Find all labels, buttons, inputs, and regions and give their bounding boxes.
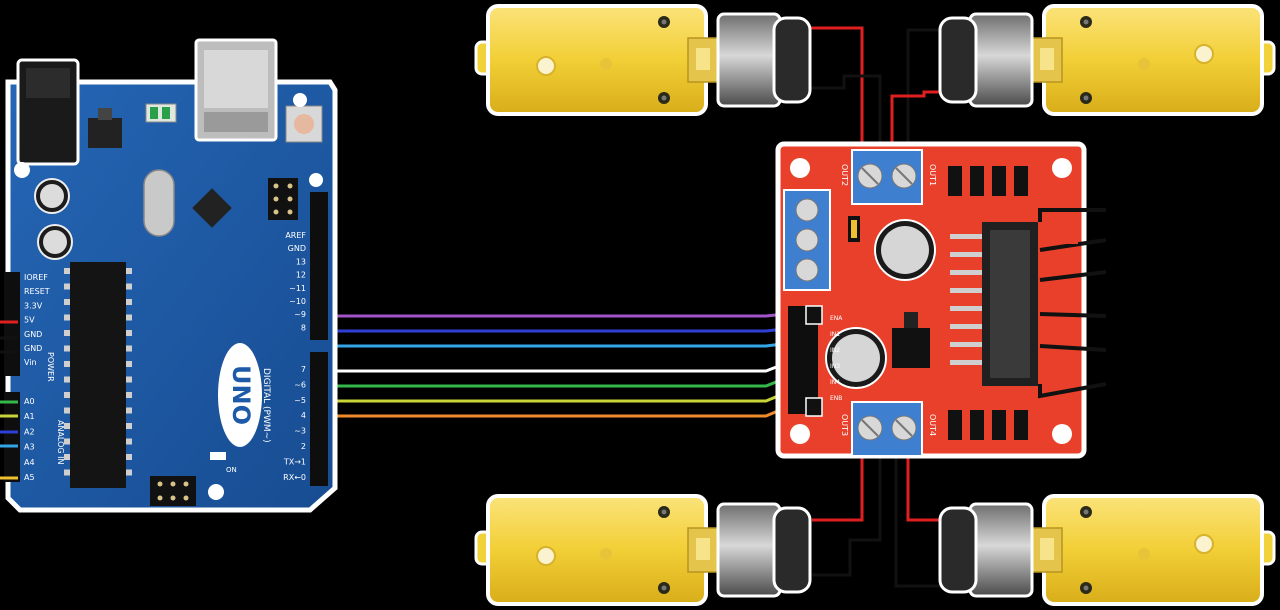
bottom-left-motor-black-wire bbox=[812, 455, 882, 577]
out1-label: OUT1 bbox=[928, 164, 937, 186]
on-label: ON bbox=[226, 466, 237, 474]
power-pin-label-6: Vin bbox=[24, 358, 37, 367]
driver-pin-label-1: IN1 bbox=[830, 331, 840, 338]
signal-wires bbox=[318, 309, 812, 418]
bottom-left-motor-red-wire bbox=[812, 455, 864, 522]
motor-top-right bbox=[938, 4, 1276, 116]
analog-pin-label-2: A2 bbox=[24, 427, 35, 436]
arduino-uno-board: UNO ON POWER ANALOG IN DIGITAL (PWM~) IO… bbox=[0, 38, 338, 513]
analog-pin-label-1: A1 bbox=[24, 412, 35, 421]
analog-header bbox=[4, 392, 20, 482]
l298n-driver-board: OUT2 OUT1 OUT3 OUT4 bbox=[775, 141, 1107, 459]
uno-logo-text: UNO bbox=[227, 365, 255, 425]
signal-wire-pin7 bbox=[318, 354, 807, 373]
digital-pin-label-bottom-3: 4 bbox=[301, 411, 306, 420]
signal-wire-pin9 bbox=[318, 325, 807, 333]
driver-pin-label-3: IN3 bbox=[830, 363, 840, 370]
atmega-chip bbox=[70, 262, 126, 488]
digital-pin-label-top-0: AREF bbox=[285, 231, 306, 240]
power-pin-label-5: GND bbox=[24, 344, 42, 353]
driver-pin-label-5: ENB bbox=[830, 395, 842, 402]
digital-header-bottom bbox=[310, 352, 328, 486]
power-pin-label-0: IOREF bbox=[24, 273, 48, 282]
analog-pin-label-5: A5 bbox=[24, 473, 35, 482]
voltage-regulator bbox=[892, 328, 930, 368]
signal-wire-pin8 bbox=[318, 339, 807, 348]
bottom-right-motor-black-wire bbox=[894, 455, 960, 588]
digital-header-top bbox=[310, 192, 328, 340]
top-left-motor-red-wire bbox=[810, 26, 864, 150]
out4-label: OUT4 bbox=[928, 414, 937, 436]
uno-logo bbox=[218, 343, 262, 447]
out3-label: OUT3 bbox=[840, 414, 849, 436]
signal-wire-pin10 bbox=[318, 310, 807, 318]
digital-section-label: DIGITAL (PWM~) bbox=[261, 368, 271, 443]
analog-section-label: ANALOG IN bbox=[56, 420, 65, 465]
driver-pin-label-2: IN2 bbox=[830, 347, 840, 354]
digital-pin-label-bottom-0: 7 bbox=[301, 365, 306, 374]
digital-pin-label-bottom-6: TX→1 bbox=[283, 457, 306, 466]
analog-pin-label-4: A4 bbox=[24, 458, 35, 467]
top-left-motor-black-wire bbox=[810, 74, 882, 150]
motor-bottom-right bbox=[938, 494, 1276, 606]
power-pin-label-2: 3.3V bbox=[24, 301, 43, 310]
power-header bbox=[4, 272, 20, 376]
driver-pin-label-4: IN4 bbox=[830, 379, 840, 386]
digital-pin-label-top-7: 8 bbox=[301, 323, 306, 332]
crystal bbox=[143, 169, 175, 237]
digital-pin-label-top-4: ~11 bbox=[289, 284, 306, 293]
top-right-motor-red-wire bbox=[890, 90, 960, 150]
out2-label: OUT2 bbox=[840, 164, 849, 186]
digital-pin-label-top-3: 12 bbox=[296, 271, 306, 280]
power-pin-label-1: RESET bbox=[24, 287, 50, 296]
digital-pin-label-top-1: GND bbox=[288, 244, 306, 253]
power-pin-label-3: 5V bbox=[24, 316, 35, 325]
digital-pin-label-top-5: ~10 bbox=[289, 297, 306, 306]
digital-pin-label-bottom-1: ~6 bbox=[294, 380, 306, 389]
power-section-label: POWER bbox=[46, 352, 55, 382]
digital-pin-label-top-2: 13 bbox=[296, 257, 306, 266]
analog-pin-label-0: A0 bbox=[24, 397, 35, 406]
analog-pin-label-3: A3 bbox=[24, 443, 35, 452]
motor-top-left bbox=[474, 4, 812, 116]
power-pin-label-4: GND bbox=[24, 330, 42, 339]
digital-pin-label-bottom-5: 2 bbox=[301, 442, 306, 451]
digital-pin-label-top-6: ~9 bbox=[294, 310, 306, 319]
driver-pin-label-0: ENA bbox=[830, 315, 843, 322]
motor-bottom-left bbox=[474, 494, 812, 606]
digital-pin-label-bottom-7: RX←0 bbox=[283, 473, 306, 482]
digital-pin-label-bottom-2: ~5 bbox=[294, 396, 306, 405]
digital-pin-label-bottom-4: ~3 bbox=[294, 427, 306, 436]
